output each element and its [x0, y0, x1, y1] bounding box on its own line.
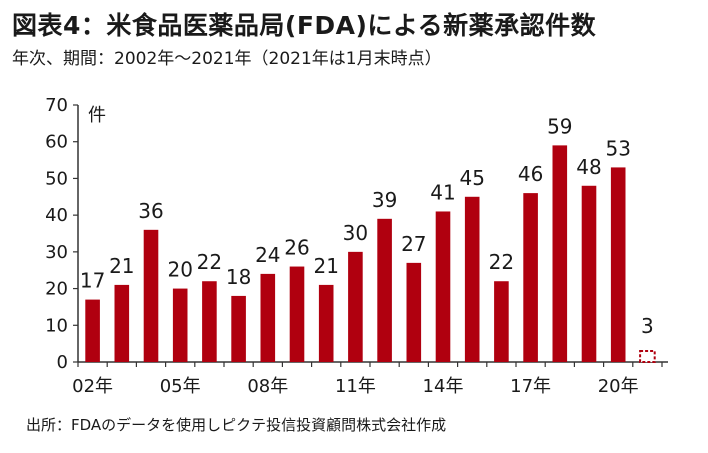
bar-value-label: 39: [372, 188, 397, 212]
bar: [348, 251, 363, 362]
bar-value-label: 22: [197, 250, 222, 274]
x-tick-label: 20年: [598, 376, 639, 397]
x-tick-label: 17年: [510, 376, 551, 397]
bar-value-label: 27: [401, 232, 426, 256]
bar: [143, 229, 159, 362]
bar: [435, 211, 451, 362]
bar-value-label: 59: [547, 114, 572, 138]
y-tick-label: 10: [45, 315, 68, 336]
y-axis-ticks: 0 10 20 30 40 50 60 70: [45, 95, 78, 373]
x-tick-label: 14年: [423, 376, 464, 397]
x-tick-label: 05年: [160, 376, 201, 397]
bar-value-label: 48: [576, 155, 601, 179]
y-axis-unit-label: 件: [88, 105, 106, 126]
bar: [494, 281, 509, 362]
y-tick-label: 70: [45, 95, 68, 116]
x-tick-label: 08年: [247, 376, 288, 397]
bar-partial-period: [639, 349, 656, 364]
bar: [172, 288, 188, 362]
bar: [202, 281, 217, 362]
bar: [318, 284, 334, 362]
bar-value-label: 17: [80, 269, 105, 293]
bar-value-label: 24: [255, 243, 280, 267]
x-tick-label: 02年: [72, 376, 113, 397]
bar-value-label: 20: [167, 258, 192, 282]
bar-value-label: 45: [459, 166, 484, 190]
bar: [377, 218, 392, 362]
y-tick-label: 30: [45, 242, 68, 263]
bar: [289, 266, 305, 362]
bar-value-label: 18: [226, 265, 251, 289]
y-tick-label: 50: [45, 168, 68, 189]
x-axis-ticks: 02年 05年 08年 11年 14年 17年 20年: [72, 362, 663, 397]
bar: [581, 185, 597, 362]
bar: [406, 262, 422, 362]
bar-value-label: 30: [343, 221, 368, 245]
bar-value-label: 22: [489, 250, 514, 274]
bar: [85, 299, 100, 362]
bar-value-label: 21: [313, 254, 338, 278]
bar-value-label: 26: [284, 236, 309, 260]
bar: [260, 273, 276, 362]
bar: [114, 284, 130, 362]
bar: [523, 193, 538, 362]
bar: [464, 196, 480, 362]
y-tick-label: 40: [45, 205, 68, 226]
bar-value-label: 53: [605, 136, 630, 160]
bar-value-label: 36: [138, 199, 163, 223]
bar: [231, 295, 246, 362]
y-tick-label: 0: [57, 352, 68, 373]
bar: [610, 167, 626, 362]
x-tick-label: 11年: [335, 376, 376, 397]
chart-subtitle: 年次、期間：2002年～2021年（2021年は1月末時点）: [12, 49, 442, 69]
bar-value-label: 46: [518, 162, 543, 186]
bar-value-label: 21: [109, 254, 134, 278]
bar-value-label: 41: [430, 180, 455, 204]
chart-title: 図表4：米食品医薬品局(FDA)による新薬承認件数: [12, 11, 597, 40]
y-tick-label: 60: [45, 132, 68, 153]
bar-value-label: 3: [641, 314, 654, 338]
bar: [552, 145, 568, 362]
source-note: 出所：FDAのデータを使用しピクテ投信投資顧問株式会社作成: [26, 416, 447, 434]
y-tick-label: 20: [45, 279, 68, 300]
bar-series: [85, 145, 656, 364]
